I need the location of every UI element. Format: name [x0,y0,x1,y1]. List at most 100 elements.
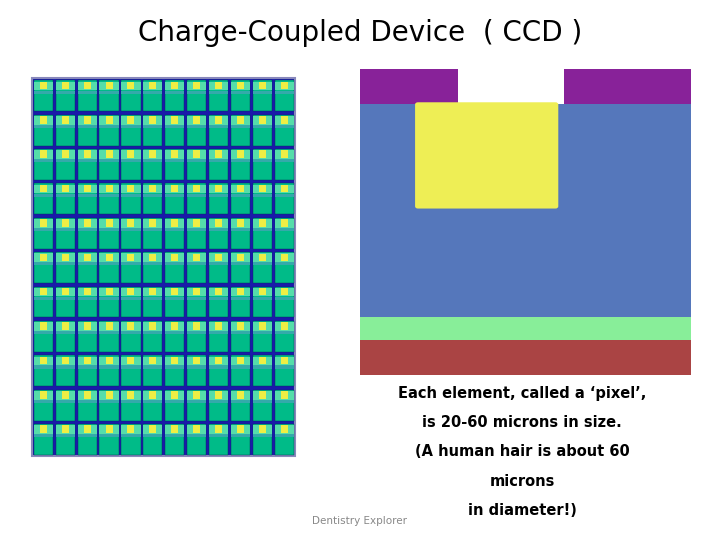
Bar [274,297,294,300]
Bar [34,390,53,421]
Bar [149,185,156,192]
Bar [121,355,140,386]
Bar [34,297,53,300]
Bar [99,287,119,318]
Bar [34,116,53,125]
Bar [274,355,294,386]
Bar [274,253,294,262]
Bar [55,219,75,228]
Bar [55,424,75,455]
Bar [209,91,228,93]
Bar [165,150,184,159]
Bar [99,356,119,365]
Bar [34,125,53,128]
Bar [78,366,96,369]
Bar [215,254,222,261]
Bar [231,228,250,231]
Bar [40,356,47,364]
Bar [274,218,294,249]
Bar [121,218,140,249]
Bar [209,425,228,434]
Bar [55,149,75,180]
Bar [215,426,222,433]
Bar [231,424,250,455]
Bar [215,219,222,227]
Bar [78,434,96,437]
Bar [165,287,184,318]
Bar [193,116,200,124]
Bar [253,194,272,197]
Bar [78,80,96,111]
Bar [78,252,96,283]
Bar [34,114,53,146]
Bar [143,150,163,159]
Bar [259,322,266,330]
Bar [231,366,250,369]
Bar [231,114,250,146]
Bar [253,331,272,334]
Bar [253,434,272,437]
Bar [209,287,228,318]
Bar [143,219,163,228]
Bar [193,82,200,89]
Bar [127,356,135,364]
Bar [121,288,140,296]
Bar [99,400,119,403]
Bar [231,80,250,111]
Bar [99,228,119,231]
Bar [187,159,207,163]
Bar [78,91,96,93]
Bar [99,114,119,146]
Bar [40,151,47,158]
Bar [121,400,140,403]
Bar [360,317,691,340]
Bar [34,400,53,403]
Bar [149,391,156,399]
Bar [121,114,140,146]
Bar [34,252,53,283]
Bar [149,254,156,261]
Bar [78,194,96,197]
Bar [187,252,207,283]
Bar [143,159,163,163]
Bar [209,297,228,300]
Bar [253,218,272,249]
Bar [231,355,250,386]
Bar [78,321,96,352]
Bar [193,391,200,399]
Bar [99,253,119,262]
Bar [55,228,75,231]
Bar [106,391,112,399]
Bar [259,288,266,295]
Bar [165,297,184,300]
Bar [274,322,294,331]
Bar [259,391,266,399]
Bar [209,159,228,163]
Bar [171,219,179,227]
Bar [84,185,91,192]
Bar [253,91,272,93]
Bar [62,356,68,364]
Bar [121,434,140,437]
Bar [99,262,119,266]
Bar [106,426,112,433]
Bar [187,262,207,266]
Bar [253,184,272,214]
Bar [121,159,140,163]
Bar [209,288,228,296]
Bar [34,185,53,193]
Bar [55,262,75,266]
Bar [143,331,163,334]
Bar [209,253,228,262]
Bar [78,125,96,128]
Bar [143,321,163,352]
Bar [231,219,250,228]
Bar [209,356,228,365]
Bar [209,355,228,386]
Bar [259,219,266,227]
Bar [143,82,163,90]
Bar [193,219,200,227]
Bar [193,426,200,433]
Bar [165,355,184,386]
Bar [253,288,272,296]
